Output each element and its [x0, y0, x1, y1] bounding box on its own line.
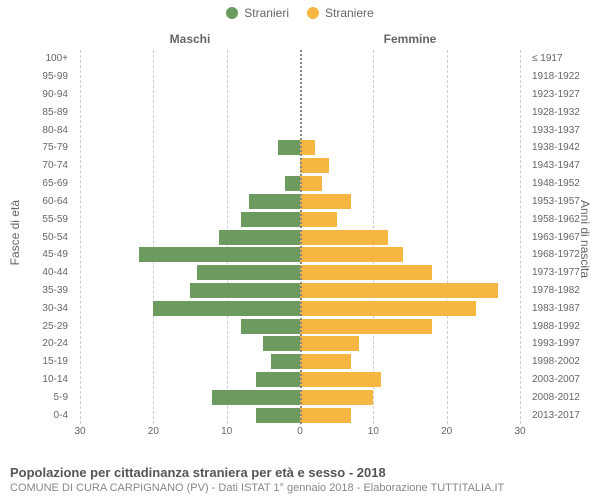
bar-female [300, 194, 351, 209]
bar-female [300, 408, 351, 423]
age-label: 40-44 [0, 264, 68, 282]
age-label: 0-4 [0, 406, 68, 424]
bar-female [300, 247, 403, 262]
bar-female [300, 158, 329, 173]
age-label: 75-79 [0, 139, 68, 157]
bar-female [300, 283, 498, 298]
birth-label: 2003-2007 [532, 371, 600, 389]
x-tick: 20 [441, 426, 452, 437]
birth-label: 2008-2012 [532, 388, 600, 406]
x-tick: 10 [221, 426, 232, 437]
bar-male [190, 283, 300, 298]
legend-item-female: Straniere [307, 6, 374, 20]
bar-female [300, 354, 351, 369]
bar-male [249, 194, 300, 209]
birth-label: 1983-1987 [532, 299, 600, 317]
age-label: 5-9 [0, 388, 68, 406]
legend-swatch-female [307, 7, 319, 19]
birth-label: 2013-2017 [532, 406, 600, 424]
bar-male [263, 336, 300, 351]
plot-headers: Maschi Femmine [80, 32, 520, 46]
bar-female [300, 390, 373, 405]
bar-male [197, 265, 300, 280]
x-tick: 0 [297, 426, 303, 437]
bar-female [300, 140, 315, 155]
bar-female [300, 265, 432, 280]
age-label: 100+ [0, 50, 68, 68]
birth-label: 1998-2002 [532, 353, 600, 371]
age-label: 10-14 [0, 371, 68, 389]
age-label: 15-19 [0, 353, 68, 371]
bar-male [153, 301, 300, 316]
age-label: 90-94 [0, 86, 68, 104]
x-axis: 3020100102030 [80, 426, 520, 442]
birth-label: 1943-1947 [532, 157, 600, 175]
age-label: 20-24 [0, 335, 68, 353]
age-label: 65-69 [0, 175, 68, 193]
bar-male [139, 247, 300, 262]
birth-label: 1928-1932 [532, 103, 600, 121]
header-male: Maschi [80, 32, 300, 46]
age-label: 35-39 [0, 282, 68, 300]
bar-male [212, 390, 300, 405]
birth-label: 1918-1922 [532, 68, 600, 86]
age-label: 70-74 [0, 157, 68, 175]
age-label: 85-89 [0, 103, 68, 121]
header-female: Femmine [300, 32, 520, 46]
bar-male [256, 408, 300, 423]
axis-title-right: Anni di nascita [578, 200, 592, 278]
bar-male [271, 354, 300, 369]
axis-title-left: Fasce di età [8, 200, 22, 265]
x-tick: 20 [148, 426, 159, 437]
birth-label: 1923-1927 [532, 86, 600, 104]
x-tick: 10 [368, 426, 379, 437]
chart-title: Popolazione per cittadinanza straniera p… [10, 465, 590, 480]
legend: Stranieri Straniere [0, 0, 600, 20]
bar-male [241, 212, 300, 227]
bar-male [241, 319, 300, 334]
age-label: 95-99 [0, 68, 68, 86]
chart-area [80, 50, 520, 424]
bar-female [300, 230, 388, 245]
birth-label: 1933-1937 [532, 121, 600, 139]
center-line [300, 50, 302, 424]
birth-label: ≤ 1917 [532, 50, 600, 68]
bar-female [300, 212, 337, 227]
bar-female [300, 301, 476, 316]
age-label: 80-84 [0, 121, 68, 139]
x-tick: 30 [74, 426, 85, 437]
bar-female [300, 336, 359, 351]
birth-label: 1993-1997 [532, 335, 600, 353]
bar-male [256, 372, 300, 387]
legend-item-male: Stranieri [226, 6, 289, 20]
age-label: 25-29 [0, 317, 68, 335]
birth-label: 1948-1952 [532, 175, 600, 193]
bar-female [300, 176, 322, 191]
x-tick: 30 [514, 426, 525, 437]
age-label: 30-34 [0, 299, 68, 317]
birth-label: 1988-1992 [532, 317, 600, 335]
footer: Popolazione per cittadinanza straniera p… [10, 465, 590, 494]
legend-label-male: Stranieri [244, 6, 289, 20]
bar-male [219, 230, 300, 245]
bar-male [278, 140, 300, 155]
chart-subtitle: COMUNE DI CURA CARPIGNANO (PV) - Dati IS… [10, 482, 590, 494]
legend-swatch-male [226, 7, 238, 19]
bar-female [300, 372, 381, 387]
bar-female [300, 319, 432, 334]
birth-label: 1938-1942 [532, 139, 600, 157]
birth-label: 1978-1982 [532, 282, 600, 300]
bar-male [285, 176, 300, 191]
legend-label-female: Straniere [325, 6, 374, 20]
grid-line [520, 50, 521, 424]
